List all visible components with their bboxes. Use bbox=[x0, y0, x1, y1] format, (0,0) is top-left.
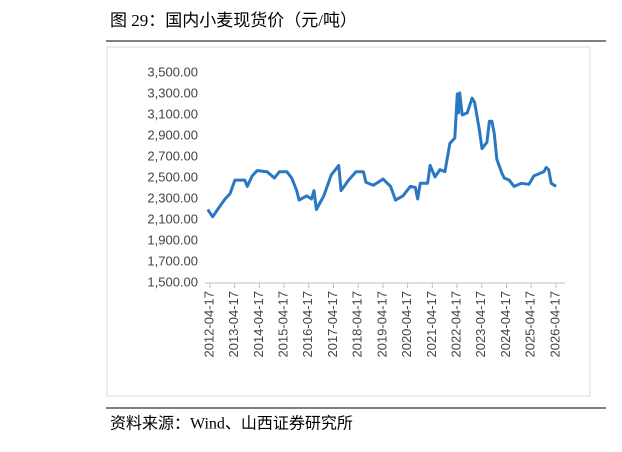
x-tick-label: 2022-04-17 bbox=[448, 291, 463, 358]
y-tick-label: 3,500.00 bbox=[147, 64, 198, 79]
y-tick-label: 1,700.00 bbox=[147, 253, 198, 268]
y-tick-label: 2,900.00 bbox=[147, 127, 198, 142]
x-tick-label: 2021-04-17 bbox=[424, 291, 439, 358]
y-tick-label: 1,900.00 bbox=[147, 232, 198, 247]
y-tick-label: 2,500.00 bbox=[147, 169, 198, 184]
figure-title: 图 29：国内小麦现货价（元/吨） bbox=[110, 11, 357, 30]
chart-frame bbox=[106, 46, 591, 397]
x-tick-label: 2013-04-17 bbox=[226, 291, 241, 358]
x-tick-label: 2023-04-17 bbox=[473, 291, 488, 358]
x-tick-label: 2016-04-17 bbox=[300, 291, 315, 358]
y-tick-label: 3,100.00 bbox=[147, 106, 198, 121]
x-tick-label: 2012-04-17 bbox=[201, 291, 216, 358]
y-tick-label: 2,100.00 bbox=[147, 211, 198, 226]
y-tick-label: 3,300.00 bbox=[147, 85, 198, 100]
y-tick-label: 2,700.00 bbox=[147, 148, 198, 163]
x-tick-label: 2017-04-17 bbox=[325, 291, 340, 358]
x-tick-label: 2020-04-17 bbox=[399, 291, 414, 358]
source-note: 资料来源：Wind、山西证券研究所 bbox=[110, 415, 353, 433]
x-tick-label: 2015-04-17 bbox=[276, 291, 291, 358]
x-tick-label: 2019-04-17 bbox=[374, 291, 389, 358]
x-tick-label: 2026-04-17 bbox=[547, 291, 562, 358]
x-tick-label: 2024-04-17 bbox=[498, 291, 513, 358]
y-tick-label: 1,500.00 bbox=[147, 274, 198, 289]
x-tick-label: 2018-04-17 bbox=[350, 291, 365, 358]
x-tick-label: 2014-04-17 bbox=[251, 291, 266, 358]
y-tick-label: 2,300.00 bbox=[147, 190, 198, 205]
data-line bbox=[206, 91, 557, 219]
x-tick-label: 2025-04-17 bbox=[523, 291, 538, 358]
